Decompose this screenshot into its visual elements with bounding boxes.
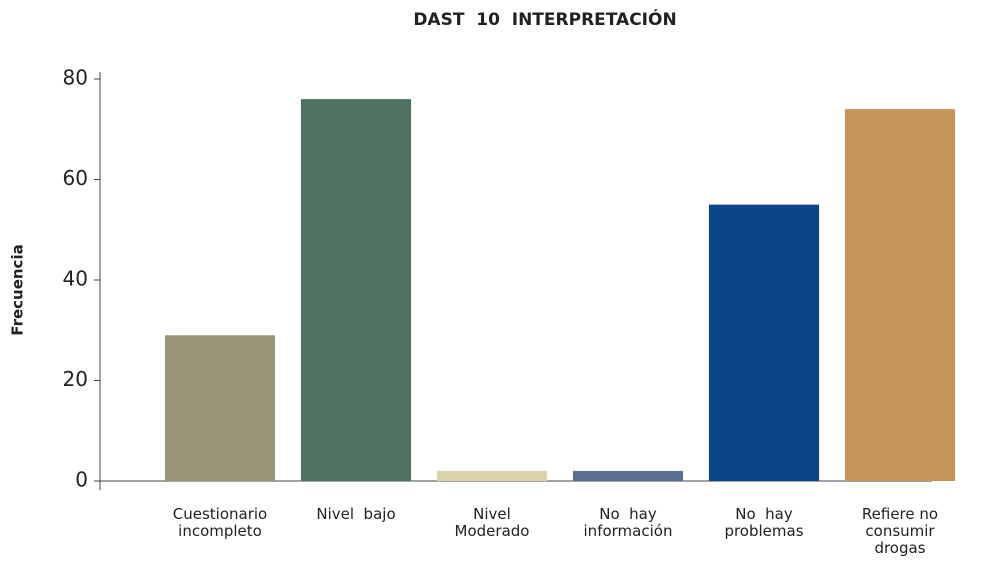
y-axis-label: Frecuencia — [9, 244, 27, 335]
x-tick-label: No hay información — [584, 505, 673, 540]
bar — [164, 335, 276, 481]
bar — [572, 470, 684, 481]
bar — [708, 204, 820, 481]
x-tick-label: Refiere no consumir drogas — [862, 505, 938, 557]
chart-title: DAST 10 INTERPRETACIÓN — [413, 8, 676, 30]
y-tick-label: 80 — [63, 66, 88, 90]
bar — [300, 99, 412, 481]
y-tick-label: 0 — [75, 468, 88, 492]
x-tick-label: Nivel Moderado — [455, 505, 530, 540]
y-tick-label: 60 — [63, 166, 88, 190]
bar — [844, 109, 956, 482]
x-tick-label: Cuestionario incompleto — [173, 505, 267, 540]
bar — [436, 470, 548, 481]
y-tick-label: 40 — [63, 267, 88, 291]
y-tick-label: 20 — [63, 367, 88, 391]
x-tick-label: Nivel bajo — [316, 505, 395, 523]
x-tick-label: No hay problemas — [724, 505, 803, 540]
